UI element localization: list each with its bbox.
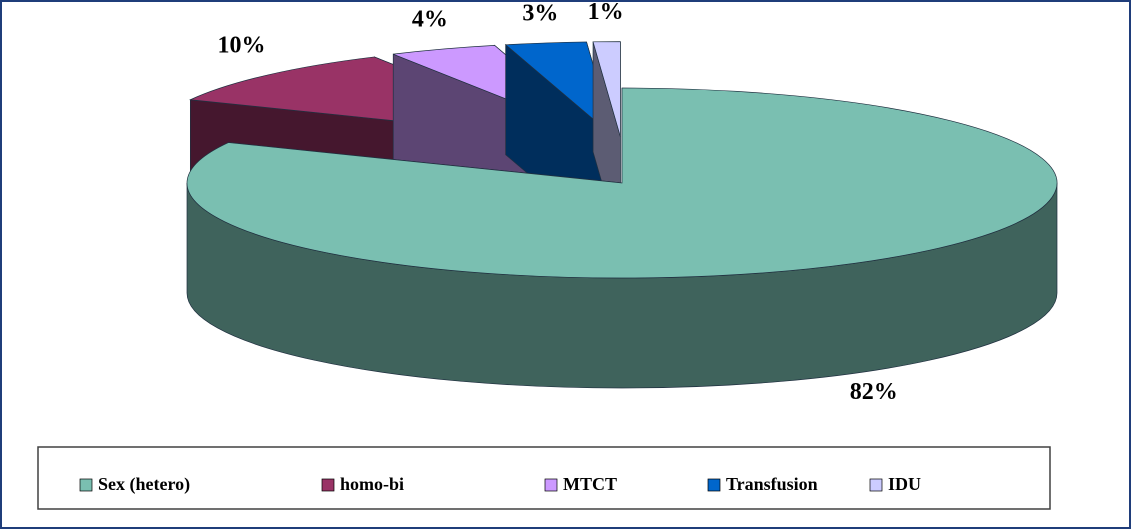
data-label: 82% [850, 379, 898, 405]
slice-top [592, 41, 621, 137]
pie-slice [186, 87, 1058, 389]
data-label: 10% [217, 33, 265, 59]
legend-label: Sex (hetero) [98, 474, 190, 495]
legend-label: homo-bi [340, 474, 404, 494]
legend-box [37, 446, 1051, 510]
slice-top [186, 87, 1058, 279]
legend-swatch [544, 478, 558, 492]
legend-swatch [707, 478, 721, 492]
legend-swatch [79, 478, 93, 492]
legend-label: MTCT [563, 474, 617, 494]
slice-top [504, 41, 615, 138]
legend-label: IDU [888, 474, 921, 494]
data-label: 1% [588, 0, 624, 25]
legend-swatch [321, 478, 335, 492]
data-label: 4% [412, 7, 448, 33]
data-label: 3% [522, 0, 558, 26]
legend-label: Transfusion [726, 474, 818, 494]
legend-swatch [869, 478, 883, 492]
